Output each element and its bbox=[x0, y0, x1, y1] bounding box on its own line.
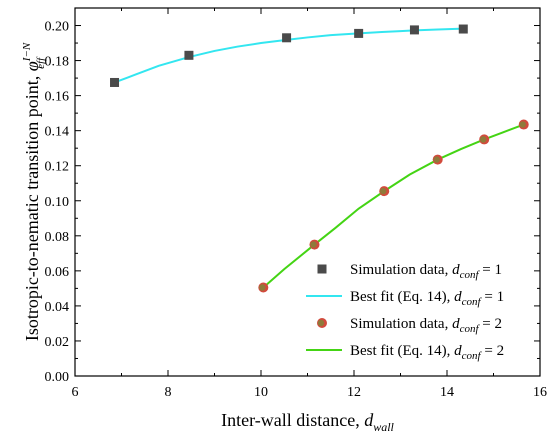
data-point bbox=[518, 119, 529, 130]
data-point bbox=[282, 33, 292, 43]
legend-label: Best fit (Eq. 14), dconf = 2 bbox=[350, 343, 504, 362]
y-tick-label: 0.00 bbox=[45, 370, 70, 385]
y-tick-label: 0.10 bbox=[45, 195, 70, 210]
legend-marker bbox=[317, 264, 327, 274]
legend-label: Best fit (Eq. 14), dconf = 1 bbox=[350, 289, 504, 308]
y-tick-label: 0.20 bbox=[45, 20, 70, 35]
x-tick-label: 14 bbox=[440, 385, 454, 400]
data-point bbox=[479, 134, 490, 145]
y-tick-label: 0.06 bbox=[45, 265, 70, 280]
y-axis-title: Isotropic-to-nematic transition point, φ… bbox=[21, 42, 47, 341]
data-point bbox=[354, 28, 364, 38]
fit-line-1 bbox=[114, 27, 464, 84]
legend-item: Best fit (Eq. 14), dconf = 1 bbox=[306, 289, 504, 308]
x-tick-label: 12 bbox=[347, 385, 361, 400]
y-tick-label: 0.16 bbox=[45, 90, 70, 105]
legend-marker-inner bbox=[317, 319, 325, 327]
y-tick-label: 0.18 bbox=[45, 55, 70, 70]
legend-item: Simulation data, dconf = 2 bbox=[317, 316, 502, 335]
legend-label: Simulation data, dconf = 2 bbox=[350, 316, 502, 335]
legend-item: Best fit (Eq. 14), dconf = 2 bbox=[306, 343, 504, 362]
x-tick-label: 8 bbox=[165, 385, 172, 400]
data-point-inner bbox=[380, 187, 387, 195]
data-point-inner bbox=[310, 241, 317, 248]
data-point bbox=[458, 24, 468, 34]
data-point bbox=[432, 154, 443, 165]
data-point-inner bbox=[480, 136, 487, 143]
x-tick-label: 16 bbox=[533, 385, 547, 400]
data-point bbox=[409, 25, 419, 35]
y-tick-label: 0.14 bbox=[45, 125, 70, 140]
y-tick-label: 0.12 bbox=[45, 160, 70, 175]
plot-frame bbox=[74, 7, 541, 377]
data-point bbox=[258, 282, 269, 293]
y-tick-label: 0.08 bbox=[45, 230, 70, 245]
legend-item: Simulation data, dconf = 1 bbox=[317, 262, 502, 281]
x-tick-label: 6 bbox=[72, 385, 79, 400]
x-axis-title: Inter-wall distance, dwall bbox=[221, 410, 394, 434]
y-tick-label: 0.04 bbox=[45, 300, 70, 315]
data-point bbox=[110, 77, 120, 87]
data-point-inner bbox=[519, 121, 526, 128]
legend-marker bbox=[317, 318, 327, 328]
x-tick-label: 10 bbox=[254, 385, 268, 400]
y-tick-label: 0.02 bbox=[45, 335, 70, 350]
data-point bbox=[309, 239, 320, 250]
data-point-inner bbox=[433, 156, 440, 163]
data-point bbox=[379, 186, 390, 197]
data-point bbox=[184, 50, 194, 60]
legend-label: Simulation data, dconf = 1 bbox=[350, 262, 502, 281]
data-point-inner bbox=[259, 284, 266, 291]
